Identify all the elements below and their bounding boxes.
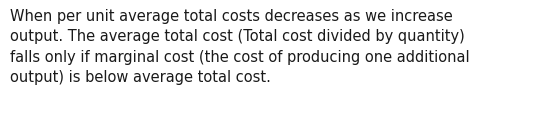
- Text: When per unit average total costs decreases as we increase
output. The average t: When per unit average total costs decrea…: [10, 9, 470, 85]
